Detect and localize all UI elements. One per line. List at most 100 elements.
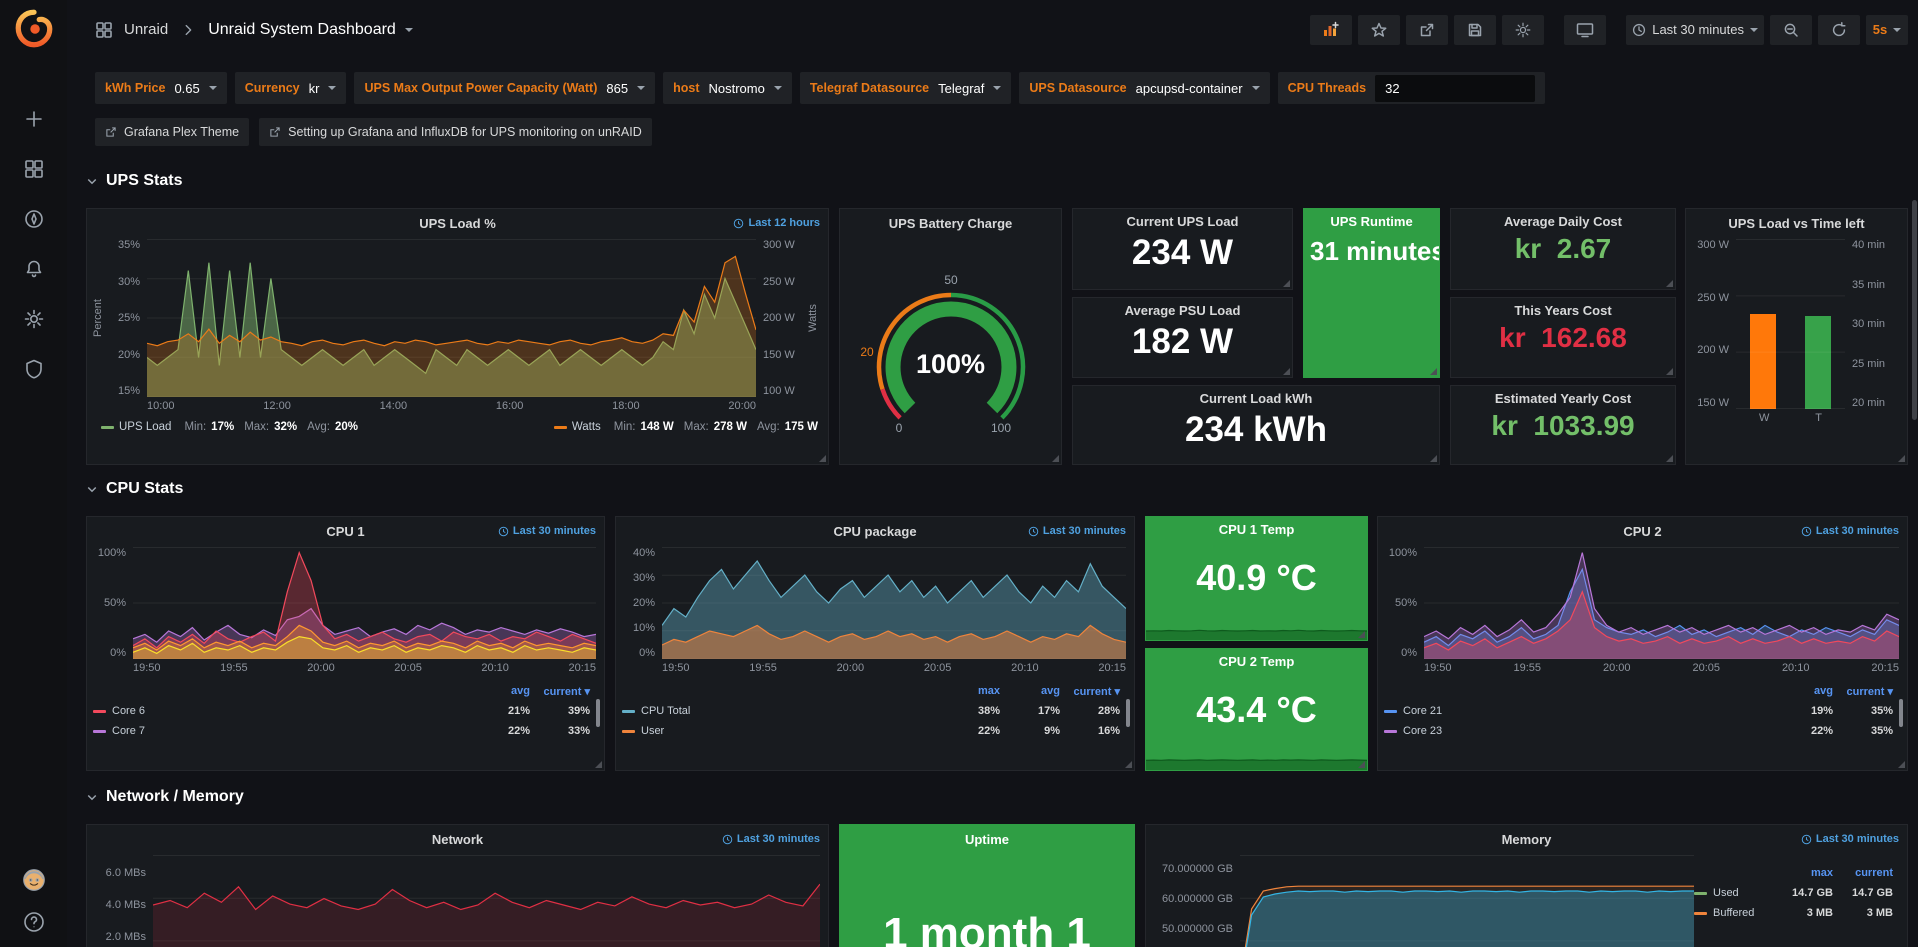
panel-title[interactable]: UPS Load vs Time left (1728, 215, 1865, 231)
bar-W[interactable] (1750, 313, 1777, 409)
variable-value[interactable]: 0.65 (174, 80, 200, 96)
legend-column-header[interactable]: current ▾ (1846, 685, 1893, 698)
panel-title[interactable]: Uptime (964, 831, 1010, 847)
legend-scrollbar[interactable] (1899, 699, 1903, 727)
legend-column-header[interactable]: avg (511, 685, 530, 697)
dashboard-link[interactable]: Grafana Plex Theme (95, 118, 250, 146)
legend-series-name[interactable]: Buffered (1713, 907, 1755, 919)
alerting-bell-icon[interactable] (23, 258, 45, 280)
add-panel-button[interactable] (1310, 14, 1353, 45)
dashboards-icon[interactable] (23, 158, 45, 180)
section-header-cpu-stats[interactable]: CPU Stats (86, 480, 183, 498)
panel-title[interactable]: CPU 1 (326, 523, 365, 539)
ups-load-chart[interactable] (147, 239, 756, 397)
legend-row[interactable]: User 22% 9% 16% (622, 721, 1120, 741)
memory-chart[interactable] (1240, 855, 1694, 947)
legend-series-name[interactable]: UPS Load (119, 421, 172, 433)
legend-series-name[interactable]: CPU Total (641, 705, 691, 717)
create-plus-icon[interactable] (23, 108, 45, 130)
variable-value[interactable]: apcupsd-container (1135, 80, 1243, 96)
legend-column-header[interactable]: current ▾ (1073, 685, 1120, 698)
variable-value[interactable]: 32 (1375, 74, 1536, 102)
panel-title[interactable]: CPU 2 (1623, 523, 1662, 539)
variable-value[interactable]: kr (308, 80, 320, 96)
variable-ups-max-output-power-capacity-watt-[interactable]: UPS Max Output Power Capacity (Watt) 865 (354, 72, 656, 104)
section-header-ups-stats[interactable]: UPS Stats (86, 172, 182, 190)
legend-row[interactable]: Core 21 19% 35% (1384, 701, 1893, 721)
legend-series-name[interactable]: Used (1713, 887, 1739, 899)
cpu2-chart[interactable] (1424, 547, 1899, 659)
variable-value[interactable]: Nostromo (708, 80, 765, 96)
legend-series-name[interactable]: User (641, 725, 665, 737)
bar-T[interactable] (1804, 315, 1831, 409)
panel-title[interactable]: This Years Cost (1514, 302, 1612, 318)
variable-currency[interactable]: Currency kr (234, 72, 347, 104)
legend-item[interactable]: Watts Min: 148 W Max: 278 W Avg: 175 W (553, 421, 818, 433)
variable-value[interactable]: Telegraf (938, 80, 985, 96)
legend-column-header[interactable]: max (977, 685, 1000, 697)
panel-title[interactable]: Current UPS Load (1126, 213, 1239, 229)
variable-telegraf-datasource[interactable]: Telegraf Datasource Telegraf (799, 72, 1012, 104)
refresh-button[interactable] (1818, 14, 1860, 45)
network-chart[interactable] (153, 855, 820, 947)
time-range-button[interactable]: Last 30 minutes (1626, 14, 1764, 45)
panel-title[interactable]: UPS Runtime (1330, 213, 1413, 229)
user-avatar[interactable] (22, 869, 45, 891)
page-scrollbar-thumb[interactable] (1912, 200, 1917, 420)
legend-column-header[interactable]: max (1810, 867, 1833, 879)
legend-column-header[interactable]: avg (1814, 685, 1833, 697)
legend-series-name[interactable]: Core 6 (112, 705, 146, 717)
cycle-view-button[interactable] (1564, 14, 1607, 45)
help-icon[interactable] (23, 911, 45, 933)
variable-ups-datasource[interactable]: UPS Datasource apcupsd-container (1019, 72, 1270, 104)
legend-column-header[interactable]: avg (1041, 685, 1060, 697)
legend-series-name[interactable]: Core 21 (1403, 705, 1443, 717)
panel-title[interactable]: CPU 1 Temp (1218, 521, 1295, 537)
dashboard-title[interactable]: Unraid System Dashboard (208, 20, 396, 38)
legend-scrollbar[interactable] (596, 699, 600, 727)
legend-row[interactable]: CPU Total 38% 17% 28% (622, 701, 1120, 721)
star-button[interactable] (1358, 14, 1401, 45)
ups-bars-chart[interactable] (1736, 239, 1845, 409)
server-admin-shield-icon[interactable] (23, 358, 45, 380)
variable-cpu-threads[interactable]: CPU Threads 32 (1277, 72, 1546, 104)
legend-series-name[interactable]: Core 7 (112, 725, 146, 737)
panel-title[interactable]: UPS Battery Charge (888, 215, 1013, 231)
variable-value[interactable]: 865 (606, 80, 629, 96)
legend-series-name[interactable]: Watts (571, 421, 601, 433)
panel-title[interactable]: Average PSU Load (1124, 302, 1241, 318)
variable-kwh-price[interactable]: kWh Price 0.65 (95, 72, 227, 104)
panel-title[interactable]: Current Load kWh (1199, 390, 1313, 406)
explore-compass-icon[interactable] (23, 208, 45, 230)
panel-title[interactable]: Estimated Yearly Cost (1494, 390, 1632, 406)
zoom-out-button[interactable] (1770, 14, 1812, 45)
legend-column-header[interactable]: current ▾ (543, 685, 590, 698)
legend-row[interactable]: Used 14.7 GB 14.7 GB (1694, 883, 1893, 903)
legend-column-header[interactable]: current (1855, 867, 1893, 879)
share-button[interactable] (1406, 14, 1449, 45)
cpu-package-chart[interactable] (662, 547, 1126, 659)
grafana-logo-icon[interactable] (13, 8, 55, 50)
legend-scrollbar[interactable] (1126, 699, 1130, 727)
dashboard-link[interactable]: Setting up Grafana and InfluxDB for UPS … (259, 118, 652, 146)
dashboard-caret-icon[interactable] (404, 27, 413, 32)
legend-row[interactable]: Core 23 22% 35% (1384, 721, 1893, 741)
configuration-gear-icon[interactable] (23, 308, 45, 330)
breadcrumb-org[interactable]: Unraid (124, 21, 169, 38)
save-button[interactable] (1454, 14, 1497, 45)
legend-row[interactable]: Core 6 21% 39% (93, 701, 590, 721)
panel-title[interactable]: UPS Load % (419, 215, 496, 231)
panel-title[interactable]: CPU package (833, 523, 917, 539)
panel-settings-button[interactable] (1502, 14, 1545, 45)
panel-title[interactable]: Average Daily Cost (1503, 213, 1622, 229)
cpu1-chart[interactable] (133, 547, 596, 659)
legend-row[interactable]: Core 7 22% 33% (93, 721, 590, 741)
legend-series-name[interactable]: Core 23 (1403, 725, 1443, 737)
panel-title[interactable]: Memory (1501, 831, 1552, 847)
legend-row[interactable]: Buffered 3 MB 3 MB (1694, 903, 1893, 923)
legend-item[interactable]: UPS Load Min: 17% Max: 32% Avg: 20% (101, 421, 358, 433)
variable-host[interactable]: host Nostromo (663, 72, 792, 104)
panel-title[interactable]: CPU 2 Temp (1218, 653, 1295, 669)
panel-title[interactable]: Network (431, 831, 484, 847)
refresh-interval-button[interactable]: 5s (1866, 14, 1908, 45)
